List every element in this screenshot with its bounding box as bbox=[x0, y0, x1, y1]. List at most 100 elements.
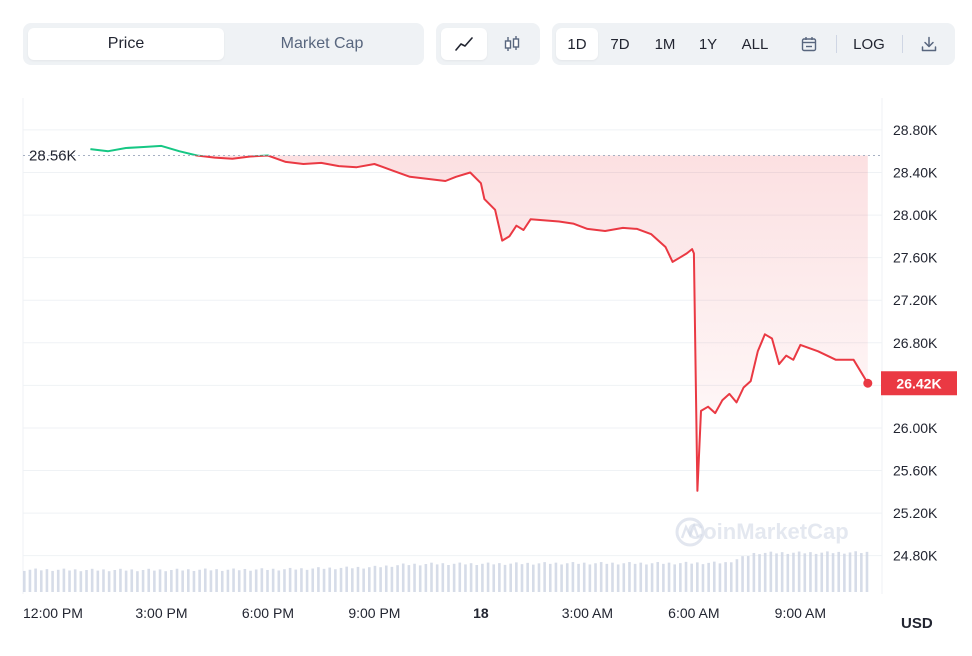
download-button[interactable] bbox=[908, 28, 950, 60]
open-value-label: 28.56K bbox=[29, 147, 77, 164]
volume-bar bbox=[141, 570, 145, 592]
volume-bar bbox=[418, 565, 422, 592]
volume-bar bbox=[435, 564, 439, 592]
volume-bar bbox=[305, 569, 309, 592]
volume-bar bbox=[837, 551, 841, 592]
line-chart-button[interactable] bbox=[441, 28, 487, 60]
volume-bar bbox=[356, 566, 360, 592]
volume-bar bbox=[243, 568, 247, 592]
current-price-label: 26.42K bbox=[896, 375, 941, 391]
volume-bar bbox=[215, 569, 218, 592]
volume-bar bbox=[633, 563, 637, 592]
range-7d-button[interactable]: 7D bbox=[610, 35, 630, 53]
volume-bar bbox=[741, 556, 744, 592]
calendar-button[interactable] bbox=[788, 28, 830, 60]
toolbar-divider bbox=[902, 35, 903, 53]
y-tick-label: 27.20K bbox=[893, 292, 938, 308]
volume-bar bbox=[684, 561, 688, 592]
volume-bar bbox=[605, 563, 609, 592]
y-tick-label: 28.00K bbox=[893, 207, 938, 223]
volume-bar bbox=[701, 564, 705, 592]
volume-bar bbox=[147, 568, 151, 592]
volume-bar bbox=[520, 564, 524, 592]
y-tick-label: 26.80K bbox=[893, 335, 938, 351]
volume-bar bbox=[407, 565, 411, 592]
x-tick-label: 3:00 AM bbox=[562, 605, 613, 621]
x-axis: 12:00 PM 3:00 PM 6:00 PM 9:00 PM 18 3:00 AM 6:… bbox=[23, 605, 826, 621]
volume-bar bbox=[73, 569, 77, 592]
volume-bar bbox=[860, 553, 863, 592]
volume-bar bbox=[786, 553, 790, 592]
open-reference: 28.56K bbox=[23, 147, 882, 164]
volume-bar bbox=[679, 563, 682, 592]
volume-bar bbox=[102, 569, 105, 592]
volume-bar bbox=[226, 569, 230, 592]
volume-bar bbox=[113, 570, 117, 592]
volume-bar bbox=[164, 571, 167, 592]
volume-bar bbox=[656, 562, 660, 592]
volume-bar bbox=[136, 571, 139, 592]
volume-bar bbox=[271, 568, 275, 592]
volume-bar bbox=[616, 564, 620, 592]
range-1m-button[interactable]: 1M bbox=[654, 35, 676, 53]
volume-bar bbox=[362, 568, 365, 592]
volume-bar bbox=[447, 565, 450, 592]
volume-bar bbox=[283, 569, 286, 592]
x-tick-label: 12:00 PM bbox=[23, 605, 83, 621]
volume-bar bbox=[843, 553, 846, 592]
volume-bar bbox=[192, 570, 196, 592]
market-cap-tab[interactable]: Market Cap bbox=[280, 35, 364, 52]
y-tick-label: 27.60K bbox=[893, 250, 938, 266]
current-price-badge: 26.42K bbox=[881, 371, 957, 396]
price-tab[interactable]: Price bbox=[28, 28, 224, 60]
price-line bbox=[90, 144, 873, 492]
down-area bbox=[196, 155, 868, 491]
volume-bar bbox=[526, 562, 529, 592]
volume-bar bbox=[707, 562, 710, 592]
line-chart-icon bbox=[455, 37, 473, 51]
volume-bar bbox=[153, 570, 156, 592]
volume-bar bbox=[763, 552, 767, 592]
range-all-button[interactable]: ALL bbox=[741, 35, 769, 53]
down-area-fill bbox=[196, 155, 868, 491]
volume-bar bbox=[90, 568, 94, 592]
volume-bar bbox=[424, 564, 428, 592]
range-1y-button[interactable]: 1Y bbox=[698, 35, 718, 53]
volume-bar bbox=[23, 570, 26, 592]
price-line-down bbox=[192, 155, 869, 492]
range-1d-button[interactable]: 1D bbox=[556, 28, 598, 60]
volume-bar bbox=[401, 563, 405, 592]
volume-bar bbox=[277, 570, 281, 592]
volume-bar bbox=[220, 570, 224, 592]
chart-type-toggle bbox=[436, 23, 540, 65]
volume-bar bbox=[848, 552, 852, 592]
x-tick-label: 6:00 AM bbox=[668, 605, 719, 621]
volume-bar bbox=[130, 569, 134, 592]
volume-bar bbox=[865, 551, 869, 592]
volume-bar bbox=[339, 567, 343, 592]
volume-bar bbox=[577, 563, 580, 592]
volume-bar bbox=[797, 551, 801, 592]
volume-bar bbox=[515, 562, 518, 592]
volume-bar bbox=[498, 563, 501, 592]
log-scale-button[interactable]: LOG bbox=[853, 35, 885, 53]
volume-bar bbox=[175, 568, 179, 592]
volume-bar bbox=[209, 570, 213, 592]
volume-bar bbox=[158, 569, 162, 592]
volume-bar bbox=[68, 570, 71, 592]
volume-bar bbox=[809, 552, 812, 592]
candlestick-button[interactable] bbox=[489, 28, 535, 60]
volume-bar bbox=[537, 563, 541, 592]
volume-bar bbox=[345, 566, 348, 592]
volume-bar bbox=[469, 563, 473, 592]
volume-bar bbox=[486, 562, 490, 592]
volume-bar bbox=[334, 569, 337, 592]
volume-bar bbox=[718, 563, 722, 592]
volume-bar bbox=[452, 563, 456, 592]
volume-bar bbox=[628, 562, 631, 592]
volume-bar bbox=[820, 552, 824, 592]
volume-bar bbox=[673, 564, 677, 592]
volume-bar bbox=[803, 553, 807, 592]
volume-bar bbox=[170, 570, 173, 592]
volume-bar bbox=[543, 562, 546, 592]
